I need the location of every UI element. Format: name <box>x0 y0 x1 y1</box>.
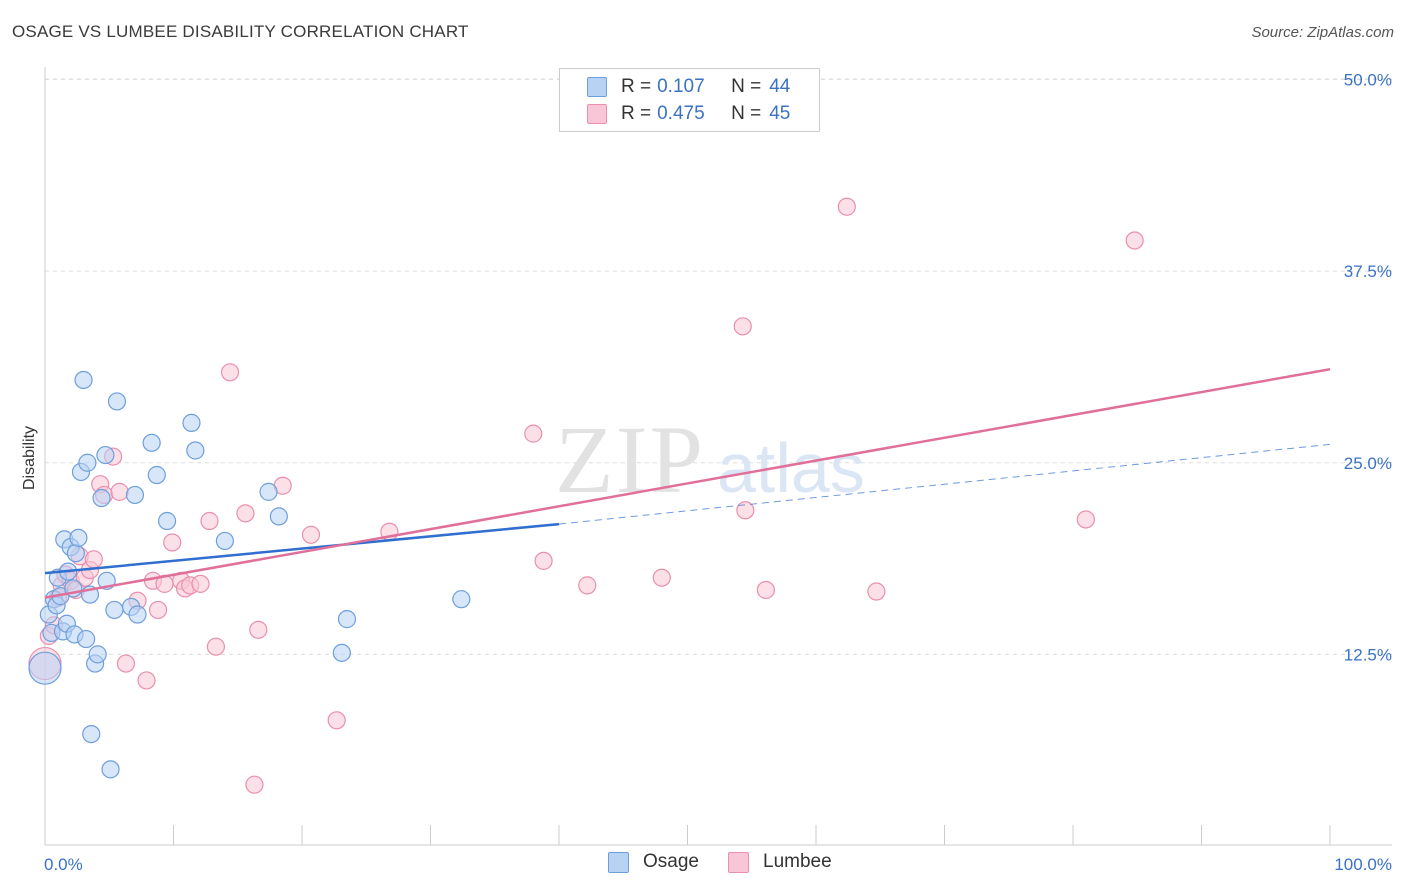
osage-point <box>28 651 62 685</box>
y-tick-label: 50.0% <box>1344 71 1392 90</box>
lumbee-point <box>652 568 671 587</box>
tick-labels: 12.5% 25.0% 37.5% 50.0% 0.0% 100.0% <box>44 71 1392 875</box>
osage-trend-extension <box>558 443 1331 525</box>
lumbee-point <box>756 580 775 600</box>
x-tick-label-min: 0.0% <box>44 855 83 874</box>
lumbee-point <box>236 504 255 523</box>
chart-title: OSAGE VS LUMBEE DISABILITY CORRELATION C… <box>12 22 469 41</box>
source-label: Source: ZipAtlas.com <box>1251 24 1394 41</box>
osage-point <box>107 392 127 411</box>
lumbee-n-label: N = <box>731 103 762 124</box>
osage-legend-swatch <box>608 851 629 873</box>
osage-point <box>96 445 115 465</box>
lumbee-point <box>200 511 219 531</box>
correlation-legend: R = 0.107 N = 44 R = 0.475 N = 45 <box>559 68 820 132</box>
lumbee-point <box>206 637 226 656</box>
lumbee-trend-line <box>44 368 1331 599</box>
legend-item-lumbee: Lumbee <box>728 851 832 873</box>
osage-point <box>125 485 145 505</box>
osage-point <box>128 605 147 624</box>
grid-lines <box>45 78 1392 655</box>
osage-point <box>186 441 205 460</box>
osage-r-value: 0.107 <box>657 76 705 97</box>
lumbee-legend-swatch <box>728 851 749 873</box>
osage-point <box>66 544 85 563</box>
lumbee-r-value: 0.475 <box>657 103 705 124</box>
lumbee-point <box>327 711 346 730</box>
osage-point <box>105 600 124 620</box>
osage-points <box>28 370 471 779</box>
lumbee-point <box>733 317 752 336</box>
osage-legend-label: Osage <box>643 851 699 872</box>
lumbee-point <box>137 671 156 690</box>
osage-point <box>215 531 234 551</box>
osage-n-label: N = <box>731 76 762 97</box>
watermark-zip: ZIP <box>555 406 705 513</box>
y-tick-label: 25.0% <box>1344 454 1392 473</box>
osage-point <box>142 433 161 452</box>
x-tick-label-max: 100.0% <box>1334 855 1392 874</box>
osage-point <box>182 413 201 432</box>
osage-point <box>101 760 120 779</box>
osage-point <box>337 610 357 629</box>
lumbee-point <box>736 501 755 520</box>
lumbee-point <box>1076 510 1095 529</box>
lumbee-point <box>1125 231 1144 250</box>
lumbee-legend-label: Lumbee <box>763 851 832 872</box>
osage-n-value: 44 <box>769 76 791 97</box>
lumbee-point <box>84 550 103 569</box>
lumbee-point <box>301 525 321 544</box>
lumbee-point <box>148 600 168 620</box>
osage-point <box>74 370 93 390</box>
osage-swatch <box>587 77 607 97</box>
lumbee-point <box>163 533 182 552</box>
trend-lines <box>44 368 1331 599</box>
osage-point <box>147 465 166 485</box>
osage-point <box>269 507 288 526</box>
legend-row-lumbee: R = 0.475 N = 45 <box>560 101 790 127</box>
osage-trend-line <box>44 522 560 575</box>
lumbee-point <box>116 654 136 673</box>
lumbee-n-value: 45 <box>769 103 791 124</box>
axes <box>44 67 1392 846</box>
lumbee-point <box>249 620 268 639</box>
osage-point <box>78 453 97 472</box>
lumbee-r-label: R = <box>621 103 652 124</box>
y-axis-label: Disability <box>21 426 38 490</box>
watermark-atlas: atlas <box>717 429 865 507</box>
osage-r-label: R = <box>621 76 652 97</box>
lumbee-point <box>837 197 856 216</box>
lumbee-point <box>578 576 597 595</box>
osage-point <box>88 645 107 664</box>
osage-point <box>452 590 471 609</box>
lumbee-point <box>534 551 553 570</box>
osage-point <box>332 643 351 662</box>
legend-row-osage: R = 0.107 N = 44 <box>560 74 790 100</box>
lumbee-point <box>191 574 210 593</box>
osage-point <box>92 488 111 508</box>
legend-item-osage: Osage <box>608 851 699 873</box>
osage-point <box>157 511 177 531</box>
lumbee-point <box>245 775 264 794</box>
lumbee-point <box>110 482 129 501</box>
series-legend: Osage Lumbee <box>0 851 1406 879</box>
lumbee-point <box>524 424 543 443</box>
osage-point <box>82 724 101 744</box>
lumbee-point <box>867 582 886 601</box>
osage-point <box>259 482 278 501</box>
y-tick-label: 37.5% <box>1344 262 1392 281</box>
osage-point <box>69 528 88 547</box>
lumbee-point <box>220 363 240 382</box>
lumbee-swatch <box>587 104 607 124</box>
y-tick-label: 12.5% <box>1344 645 1392 664</box>
watermark: ZIP atlas <box>555 406 865 513</box>
osage-point <box>77 629 96 649</box>
